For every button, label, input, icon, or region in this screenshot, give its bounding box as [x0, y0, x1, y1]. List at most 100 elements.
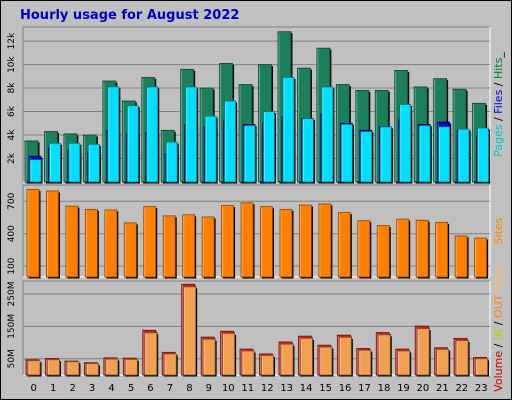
- x-tick-label: 23: [475, 383, 488, 394]
- gridlines: 50M 150M 250M: [7, 281, 490, 368]
- out-bar: [416, 328, 431, 377]
- out-bar: [105, 358, 120, 377]
- pages-bar: [165, 141, 179, 184]
- bar-face: [282, 77, 295, 183]
- out-bar: [475, 358, 490, 377]
- out-bar: [261, 355, 275, 377]
- out-bar: [85, 363, 100, 377]
- bar-face: [477, 127, 489, 183]
- side-legend-part: OUT: [492, 294, 505, 318]
- bar-face: [415, 219, 429, 278]
- bar-face: [338, 336, 352, 376]
- sites-bar: [396, 218, 411, 279]
- sites-bar: [376, 225, 391, 279]
- x-tick-label: 1: [50, 383, 56, 394]
- side-legend: Volume / IN / OUT Sites: [492, 264, 505, 392]
- x-tick-label: 9: [206, 383, 212, 394]
- y-tick-label: 50M: [7, 349, 17, 368]
- plot-area: [22, 280, 491, 376]
- sites-bar: [26, 188, 41, 279]
- x-tick-label: 12: [261, 383, 274, 394]
- pages-bar: [224, 100, 238, 184]
- pages-bar: [204, 115, 218, 184]
- bar-face: [474, 237, 487, 278]
- x-tick-label: 0: [31, 383, 37, 394]
- side-legend-part: Sites: [492, 217, 505, 244]
- x-tick-label: 7: [167, 383, 173, 394]
- out-bar: [202, 338, 217, 377]
- bar-face: [146, 86, 159, 183]
- bar-face: [357, 220, 371, 278]
- y-tick-label: 400: [7, 225, 17, 242]
- pages-bar: [107, 86, 121, 184]
- bar-face: [438, 126, 451, 183]
- out-bar: [222, 333, 237, 377]
- side-legend-part: Sites: [492, 264, 505, 291]
- out-bar: [280, 343, 295, 377]
- out-bar: [319, 346, 334, 377]
- pages-bar: [68, 142, 82, 184]
- x-tick-label: 21: [436, 383, 449, 394]
- out-bar: [377, 334, 392, 377]
- x-axis-hours: 0 1 2 3 4 5 6 7 8 9 10 11 12 13 14 15 16 17 18 19 20 21 22 23: [31, 383, 488, 394]
- bar-face: [457, 128, 470, 183]
- gridlines: 100 400 700: [7, 192, 490, 275]
- chart-title: Hourly usage for August 2022: [20, 8, 239, 23]
- bar-face: [455, 340, 469, 376]
- bar-face: [66, 361, 80, 376]
- out-bar: [47, 359, 61, 377]
- sites-bar: [143, 206, 158, 279]
- out-bar: [163, 353, 178, 377]
- bar-face: [46, 190, 59, 278]
- bar-face: [337, 212, 351, 278]
- bar-face: [104, 209, 118, 278]
- out-bar: [300, 337, 314, 377]
- out-bar: [241, 350, 256, 377]
- x-tick-label: 18: [378, 383, 391, 394]
- bar-face: [279, 208, 293, 278]
- y-tick-label: 700: [7, 192, 17, 209]
- bar-face: [221, 205, 234, 278]
- bar-face: [263, 111, 275, 183]
- sites-bar: [454, 235, 469, 279]
- bar-face: [299, 204, 312, 278]
- pages-bar: [360, 131, 374, 184]
- bar-face: [379, 126, 392, 183]
- y-tick-label: 2k: [7, 152, 17, 164]
- bar-face: [224, 100, 236, 183]
- bar-face: [340, 124, 353, 183]
- bars: [24, 31, 491, 184]
- out-bar: [183, 286, 198, 377]
- x-tick-label: 22: [455, 383, 468, 394]
- y-tick-label: 6k: [7, 105, 17, 117]
- pages-bar: [126, 105, 140, 184]
- sites-bar: [221, 205, 236, 279]
- x-tick-label: 11: [241, 383, 254, 394]
- y-tick-label: 8k: [7, 82, 17, 94]
- side-legend-part: Pages: [492, 124, 505, 157]
- y-tick-label: 12k: [7, 32, 17, 49]
- bar-face: [144, 332, 158, 376]
- x-tick-label: 15: [319, 383, 332, 394]
- bar-face: [396, 218, 410, 278]
- x-tick-label: 3: [89, 383, 95, 394]
- side-legend-part: /: [492, 318, 505, 329]
- bar-face: [416, 328, 430, 376]
- out-bar: [27, 360, 42, 377]
- bar-face: [321, 86, 334, 183]
- side-legend-part: /: [492, 79, 505, 90]
- pages-bar: [282, 77, 296, 184]
- out-bar: [455, 340, 470, 377]
- x-tick-label: 16: [339, 383, 352, 394]
- bar-face: [126, 105, 139, 183]
- pages-bar: [340, 124, 354, 184]
- out-bar: [124, 359, 139, 377]
- sites-bar: [318, 203, 333, 279]
- sites-bar: [162, 215, 177, 279]
- bar-face: [435, 221, 449, 278]
- out-bar: [144, 332, 159, 377]
- bar-face: [475, 358, 488, 376]
- pages-bar: [87, 144, 101, 184]
